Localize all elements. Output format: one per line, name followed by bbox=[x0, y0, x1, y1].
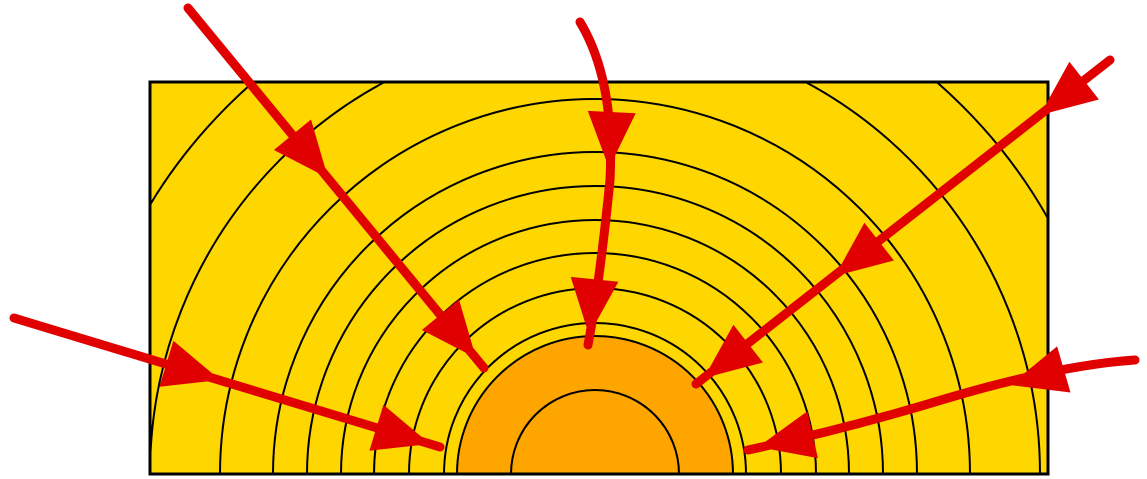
contour-line bbox=[340, 219, 850, 474]
arrow-shaft bbox=[183, 3, 489, 373]
arrow-from-top bbox=[570, 17, 636, 350]
arrowhead bbox=[273, 119, 328, 178]
arrow-from-upper-left bbox=[183, 3, 489, 373]
arrow-from-upper-right bbox=[691, 55, 1115, 389]
arrowhead bbox=[1010, 346, 1071, 393]
arrowhead bbox=[835, 222, 894, 276]
arrowhead bbox=[159, 340, 220, 387]
arrowhead bbox=[369, 404, 430, 451]
arrow-shaft bbox=[9, 313, 445, 452]
flow-arrows bbox=[9, 3, 1140, 459]
contour-line bbox=[150, 82, 1041, 474]
arrowhead bbox=[587, 110, 636, 168]
arrowhead bbox=[704, 324, 763, 378]
arrowhead bbox=[758, 411, 818, 459]
contour-line bbox=[306, 185, 884, 474]
core-region bbox=[455, 335, 735, 475]
arrowhead bbox=[421, 299, 476, 358]
contour-line bbox=[272, 151, 918, 474]
core-inner-shell bbox=[509, 389, 681, 475]
arrowhead bbox=[570, 276, 619, 335]
contour-line bbox=[373, 252, 817, 474]
arrowhead bbox=[1040, 61, 1099, 115]
contour-line bbox=[219, 98, 971, 474]
arrow-from-right bbox=[743, 346, 1140, 459]
arrow-from-left bbox=[9, 313, 445, 452]
